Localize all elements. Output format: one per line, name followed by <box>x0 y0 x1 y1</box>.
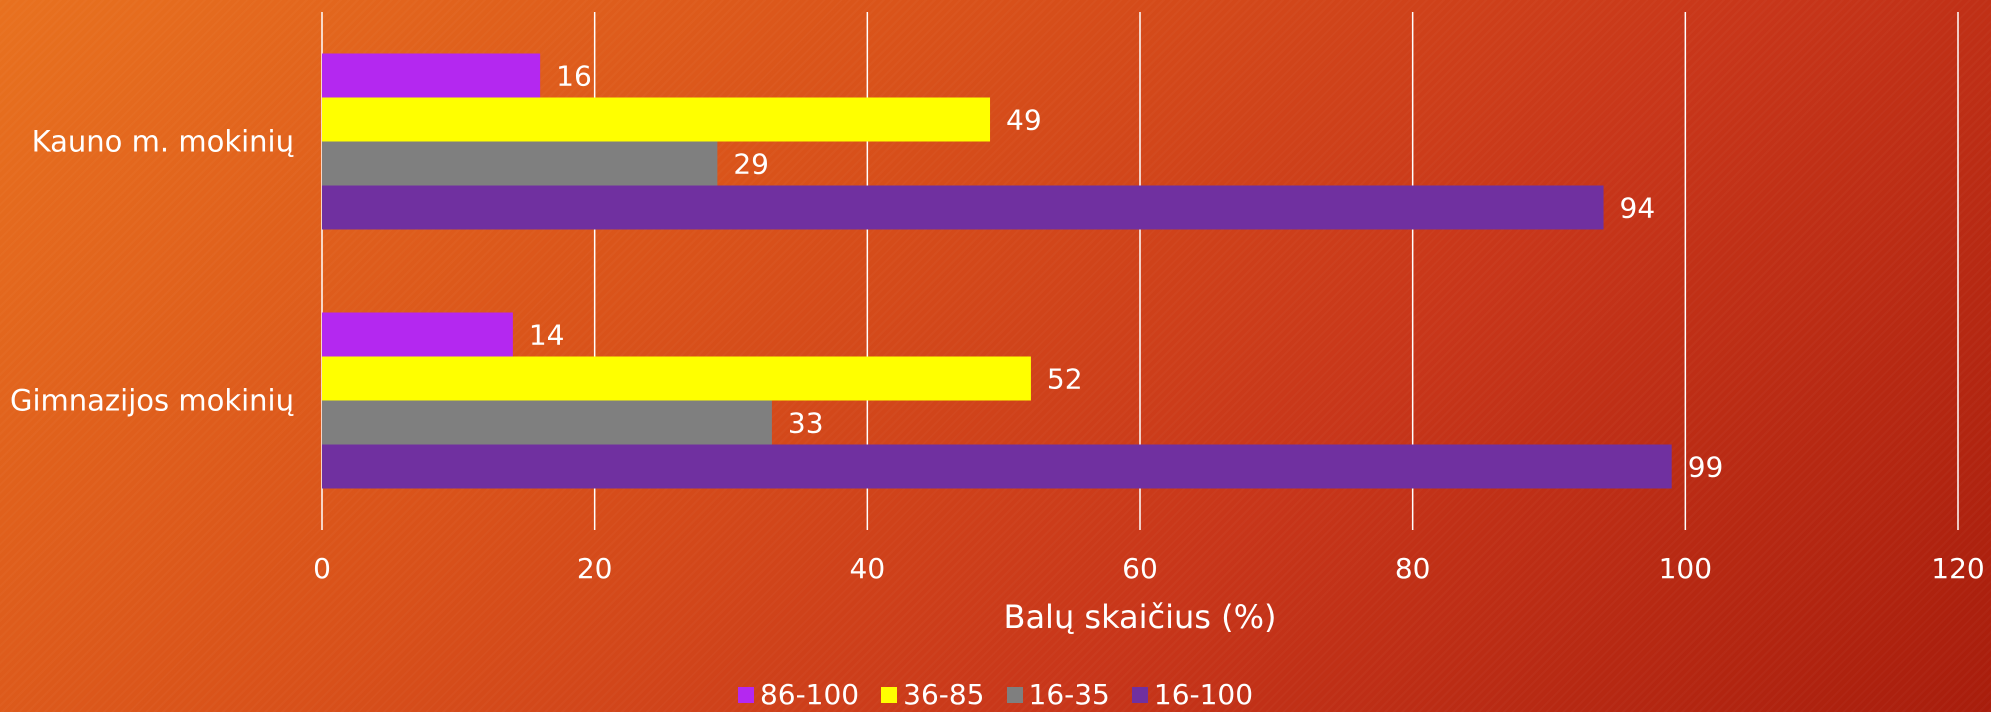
legend-item: 36-85 <box>881 678 985 712</box>
bar-16-100 <box>322 185 1604 230</box>
legend-item: 16-100 <box>1131 678 1254 712</box>
legend-item: 86-100 <box>737 678 860 712</box>
legend-item: 16-35 <box>1006 678 1110 712</box>
data-label: 52 <box>1047 363 1083 396</box>
x-tick-label: 60 <box>1122 552 1158 585</box>
axes: 0 20 40 60 80 100 120 Kauno m. mokinių Gimnazijo… <box>10 125 1985 586</box>
data-label: 29 <box>733 148 769 181</box>
legend-swatch <box>737 687 754 703</box>
x-axis-title: Balų skaičius (%) <box>1003 598 1276 636</box>
data-label: 49 <box>1006 104 1042 137</box>
x-tick-label: 20 <box>577 552 613 585</box>
x-tick-label: 80 <box>1395 552 1431 585</box>
data-label: 33 <box>788 407 824 440</box>
legend-swatch <box>1006 687 1023 703</box>
bar-86-100 <box>322 53 541 98</box>
data-labels: 16 49 29 94 14 52 33 99 <box>529 60 1723 484</box>
legend: 86-100 36-85 16-35 16-100 <box>0 678 1991 712</box>
bar-16-35 <box>322 141 718 186</box>
legend-swatch <box>881 687 898 703</box>
bar-36-85 <box>322 356 1031 401</box>
bar-36-85 <box>322 97 991 142</box>
y-category-label: Kauno m. mokinių <box>32 125 294 159</box>
data-label: 14 <box>529 319 565 352</box>
bar-16-35 <box>322 400 772 445</box>
legend-swatch <box>1131 687 1148 703</box>
bar-16-100 <box>322 444 1672 489</box>
x-tick-label: 100 <box>1659 552 1712 585</box>
legend-label: 16-100 <box>1153 678 1254 711</box>
legend-label: 16-35 <box>1028 678 1110 711</box>
bar-86-100 <box>322 312 513 357</box>
legend-label: 86-100 <box>759 678 860 711</box>
y-category-label: Gimnazijos mokinių <box>10 384 294 418</box>
data-label: 94 <box>1620 192 1656 225</box>
x-tick-label: 120 <box>1931 552 1984 585</box>
data-label: 16 <box>556 60 592 93</box>
x-tick-label: 0 <box>313 552 331 585</box>
data-label: 99 <box>1688 451 1724 484</box>
bars <box>322 53 1672 489</box>
x-tick-label: 40 <box>850 552 886 585</box>
legend-label: 36-85 <box>903 678 985 711</box>
